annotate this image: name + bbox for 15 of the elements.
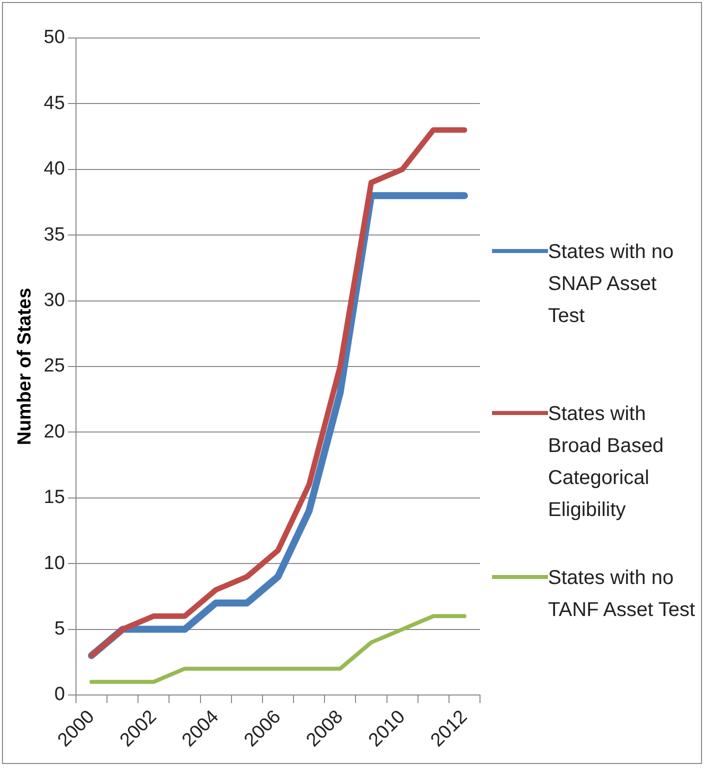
- y-tick-label: 50: [44, 27, 65, 48]
- y-tick-label: 20: [44, 421, 65, 442]
- y-tick-label: 5: [54, 618, 65, 640]
- y-tick-label: 10: [44, 552, 65, 574]
- y-tick-label: 40: [44, 158, 65, 180]
- legend-label: States with no SNAP Asset Test: [548, 240, 675, 329]
- y-axis-title: Number of States: [14, 288, 36, 446]
- y-tick-label: 45: [44, 92, 65, 114]
- y-tick-label: 15: [44, 487, 65, 508]
- y-tick-label: 25: [44, 356, 65, 377]
- y-tick-label: 30: [44, 290, 65, 312]
- legend-label: States with Broad Based Categorical Eligibility: [548, 402, 665, 523]
- y-tick-label: 0: [54, 684, 65, 706]
- legend-label: States with no TANF Asset Test: [548, 566, 696, 623]
- y-tick-label: 35: [44, 224, 65, 246]
